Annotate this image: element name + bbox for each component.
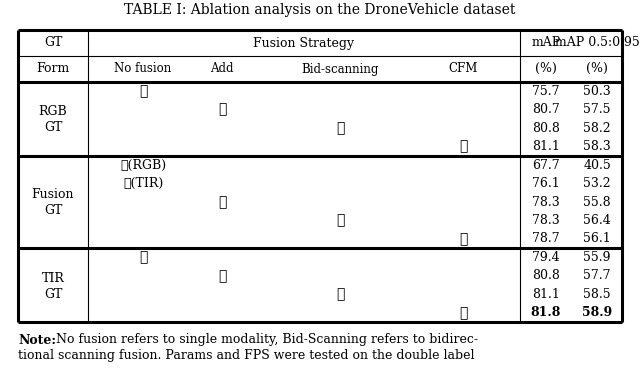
Text: 53.2: 53.2 bbox=[583, 177, 611, 190]
Text: GT: GT bbox=[44, 288, 62, 301]
Text: No fusion refers to single modality, Bid-Scanning refers to bidirec-: No fusion refers to single modality, Bid… bbox=[56, 334, 478, 347]
Text: GT: GT bbox=[44, 122, 62, 135]
Text: ✓: ✓ bbox=[459, 139, 467, 154]
Text: ✓: ✓ bbox=[336, 214, 344, 228]
Text: 78.3: 78.3 bbox=[532, 195, 560, 209]
Text: 75.7: 75.7 bbox=[532, 85, 560, 98]
Text: (%): (%) bbox=[586, 62, 608, 74]
Text: 58.5: 58.5 bbox=[583, 288, 611, 301]
Text: 57.7: 57.7 bbox=[583, 269, 611, 282]
Text: GT: GT bbox=[44, 204, 62, 217]
Text: 81.8: 81.8 bbox=[531, 306, 561, 319]
Text: ✓: ✓ bbox=[336, 121, 344, 135]
Text: 50.3: 50.3 bbox=[583, 85, 611, 98]
Text: Add: Add bbox=[211, 62, 234, 76]
Text: mAP: mAP bbox=[531, 36, 561, 49]
Text: 80.8: 80.8 bbox=[532, 269, 560, 282]
Text: ✓: ✓ bbox=[459, 306, 467, 320]
Text: TABLE I: Ablation analysis on the DroneVehicle dataset: TABLE I: Ablation analysis on the DroneV… bbox=[124, 3, 516, 17]
Text: ✓: ✓ bbox=[459, 232, 467, 246]
Text: 58.2: 58.2 bbox=[583, 122, 611, 135]
Text: CFM: CFM bbox=[448, 62, 477, 76]
Text: No fusion: No fusion bbox=[115, 62, 172, 76]
Text: GT: GT bbox=[44, 36, 62, 49]
Text: 80.7: 80.7 bbox=[532, 103, 560, 116]
Text: 55.8: 55.8 bbox=[583, 195, 611, 209]
Text: ✓(TIR): ✓(TIR) bbox=[123, 177, 163, 190]
Text: 81.1: 81.1 bbox=[532, 288, 560, 301]
Text: ✓: ✓ bbox=[218, 103, 226, 117]
Text: 78.3: 78.3 bbox=[532, 214, 560, 227]
Text: 79.4: 79.4 bbox=[532, 251, 560, 264]
Text: Fusion Strategy: Fusion Strategy bbox=[253, 36, 355, 49]
Text: ✓(RGB): ✓(RGB) bbox=[120, 158, 166, 172]
Text: Bid-scanning: Bid-scanning bbox=[301, 62, 379, 76]
Text: tional scanning fusion. Params and FPS were tested on the double label: tional scanning fusion. Params and FPS w… bbox=[18, 350, 474, 363]
Text: 76.1: 76.1 bbox=[532, 177, 560, 190]
Text: Form: Form bbox=[36, 62, 70, 74]
Text: 56.1: 56.1 bbox=[583, 233, 611, 245]
Text: 40.5: 40.5 bbox=[583, 158, 611, 172]
Text: Fusion: Fusion bbox=[32, 188, 74, 201]
Text: ✓: ✓ bbox=[139, 84, 147, 98]
Text: ✓: ✓ bbox=[336, 287, 344, 301]
Text: 56.4: 56.4 bbox=[583, 214, 611, 227]
Text: TIR: TIR bbox=[42, 272, 65, 285]
Text: 58.9: 58.9 bbox=[582, 306, 612, 319]
Text: 57.5: 57.5 bbox=[583, 103, 611, 116]
Text: 78.7: 78.7 bbox=[532, 233, 560, 245]
Text: mAP 0.5:0.95: mAP 0.5:0.95 bbox=[555, 36, 639, 49]
Text: 55.9: 55.9 bbox=[583, 251, 611, 264]
Text: (%): (%) bbox=[535, 62, 557, 74]
Text: 81.1: 81.1 bbox=[532, 140, 560, 153]
Text: 80.8: 80.8 bbox=[532, 122, 560, 135]
Text: 67.7: 67.7 bbox=[532, 158, 560, 172]
Text: 58.3: 58.3 bbox=[583, 140, 611, 153]
Text: RGB: RGB bbox=[38, 105, 67, 119]
Text: ✓: ✓ bbox=[139, 250, 147, 264]
Text: ✓: ✓ bbox=[218, 269, 226, 283]
Text: Note:: Note: bbox=[18, 334, 56, 347]
Text: ✓: ✓ bbox=[218, 195, 226, 209]
